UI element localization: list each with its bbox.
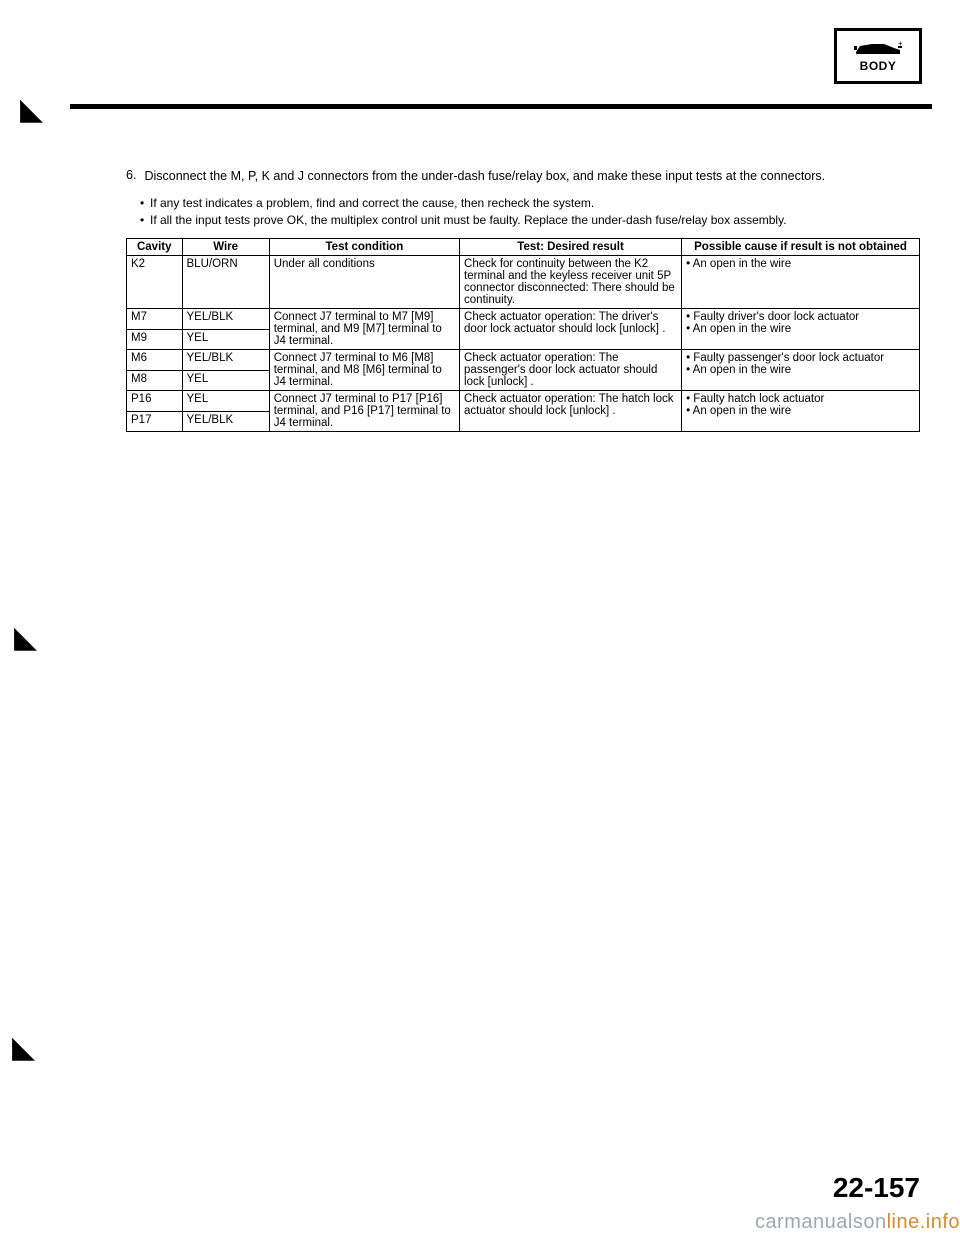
- cause-item: Faulty passenger's door lock actuator: [686, 352, 915, 364]
- cell-result: Check actuator operation: The hatch lock…: [460, 391, 682, 432]
- step: 6. Disconnect the M, P, K and J connecto…: [126, 168, 920, 185]
- table-body: K2 BLU/ORN Under all conditions Check fo…: [127, 256, 920, 432]
- bullet-item: • If all the input tests prove OK, the m…: [140, 212, 920, 229]
- bullet-icon: •: [140, 212, 144, 229]
- th-condition: Test condition: [269, 239, 459, 256]
- cause-item: Faulty hatch lock actuator: [686, 393, 915, 405]
- table-header-row: Cavity Wire Test condition Test: Desired…: [127, 239, 920, 256]
- tab-mark: ◣: [20, 92, 43, 127]
- cell-condition: Connect J7 terminal to P17 [P16] termina…: [269, 391, 459, 432]
- cell-cause: Faulty hatch lock actuator An open in th…: [682, 391, 920, 432]
- cell-wire: YEL/BLK: [182, 411, 269, 432]
- cell-cavity: P16: [127, 391, 183, 412]
- binder-marks: ◣ ◣ ◣: [0, 0, 60, 1242]
- bullet-text: If any test indicates a problem, find an…: [150, 195, 594, 212]
- header-rule: [70, 104, 932, 109]
- body-section-icon: + BODY: [834, 28, 922, 84]
- cell-wire: YEL: [182, 329, 269, 350]
- cause-item: An open in the wire: [686, 405, 915, 417]
- cell-cavity: M6: [127, 350, 183, 371]
- cell-cause: Faulty driver's door lock actuator An op…: [682, 309, 920, 350]
- cell-wire: YEL/BLK: [182, 350, 269, 371]
- bullet-text: If all the input tests prove OK, the mul…: [150, 212, 787, 229]
- svg-text:+: +: [898, 40, 902, 48]
- th-wire: Wire: [182, 239, 269, 256]
- cell-cavity: M7: [127, 309, 183, 330]
- table-row: K2 BLU/ORN Under all conditions Check fo…: [127, 256, 920, 309]
- cell-cavity: P17: [127, 411, 183, 432]
- car-icon: +: [854, 40, 902, 58]
- step-text: Disconnect the M, P, K and J connectors …: [144, 168, 825, 185]
- cell-condition: Connect J7 terminal to M7 [M9] terminal,…: [269, 309, 459, 350]
- content: 6. Disconnect the M, P, K and J connecto…: [126, 168, 920, 432]
- body-label: BODY: [860, 59, 897, 73]
- cell-cause: Faulty passenger's door lock actuator An…: [682, 350, 920, 391]
- cause-item: Faulty driver's door lock actuator: [686, 311, 915, 323]
- cell-result: Check for continuity between the K2 term…: [460, 256, 682, 309]
- cell-wire: YEL: [182, 391, 269, 412]
- cell-wire: YEL/BLK: [182, 309, 269, 330]
- cell-wire: BLU/ORN: [182, 256, 269, 309]
- page-number: 22-157: [833, 1172, 920, 1204]
- cell-cavity: M9: [127, 329, 183, 350]
- watermark-text-a: carmanualson: [755, 1211, 887, 1233]
- cell-condition: Under all conditions: [269, 256, 459, 309]
- tab-mark: ◣: [12, 1030, 35, 1065]
- bullet-icon: •: [140, 195, 144, 212]
- watermark-text-b: line.info: [887, 1211, 960, 1233]
- cause-item: An open in the wire: [686, 323, 915, 335]
- bullet-list: • If any test indicates a problem, find …: [140, 195, 920, 229]
- page: ◣ ◣ ◣ + BODY 6. Disconnect the M, P, K a…: [0, 0, 960, 1242]
- cell-wire: YEL: [182, 370, 269, 391]
- step-number: 6.: [126, 168, 136, 185]
- table-row: M7 YEL/BLK Connect J7 terminal to M7 [M9…: [127, 309, 920, 330]
- diagnostic-table: Cavity Wire Test condition Test: Desired…: [126, 238, 920, 432]
- cause-item: An open in the wire: [686, 364, 915, 376]
- table-row: M6 YEL/BLK Connect J7 terminal to M6 [M8…: [127, 350, 920, 371]
- cause-item: An open in the wire: [686, 258, 915, 270]
- cell-condition: Connect J7 terminal to M6 [M8] terminal,…: [269, 350, 459, 391]
- cell-cavity: M8: [127, 370, 183, 391]
- cell-cause: An open in the wire: [682, 256, 920, 309]
- cell-result: Check actuator operation: The passenger'…: [460, 350, 682, 391]
- bullet-item: • If any test indicates a problem, find …: [140, 195, 920, 212]
- cell-cavity: K2: [127, 256, 183, 309]
- th-cavity: Cavity: [127, 239, 183, 256]
- table-row: P16 YEL Connect J7 terminal to P17 [P16]…: [127, 391, 920, 412]
- tab-mark: ◣: [14, 620, 37, 655]
- cell-result: Check actuator operation: The driver's d…: [460, 309, 682, 350]
- th-result: Test: Desired result: [460, 239, 682, 256]
- watermark: carmanualsonline.info: [755, 1211, 960, 1234]
- th-cause: Possible cause if result is not obtained: [682, 239, 920, 256]
